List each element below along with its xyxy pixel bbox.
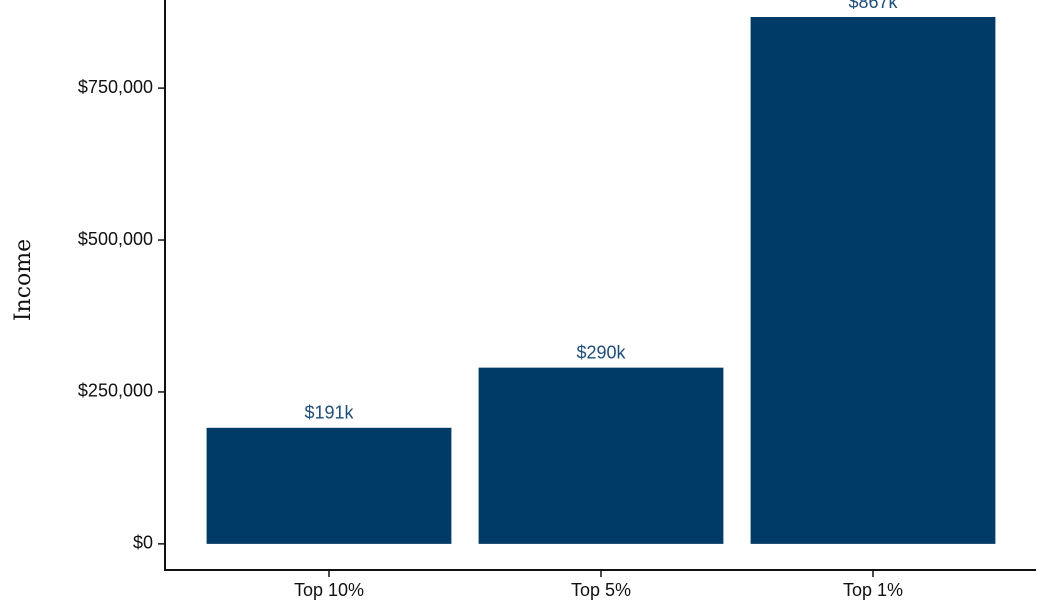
x-tick-label: Top 5%	[571, 580, 631, 600]
bar	[750, 17, 996, 544]
bar	[206, 427, 452, 544]
y-tick-label: $750,000	[78, 77, 153, 97]
value-label: $867k	[848, 0, 898, 12]
y-tick-label: $500,000	[78, 229, 153, 249]
x-tick-label: Top 10%	[294, 580, 364, 600]
value-label: $191k	[304, 403, 354, 423]
bar	[478, 367, 724, 544]
y-tick-label: $250,000	[78, 381, 153, 401]
y-axis-label: Income	[11, 239, 36, 321]
x-tick-label: Top 1%	[843, 580, 903, 600]
value-label: $290k	[576, 342, 626, 362]
y-tick-label: $0	[133, 533, 153, 553]
